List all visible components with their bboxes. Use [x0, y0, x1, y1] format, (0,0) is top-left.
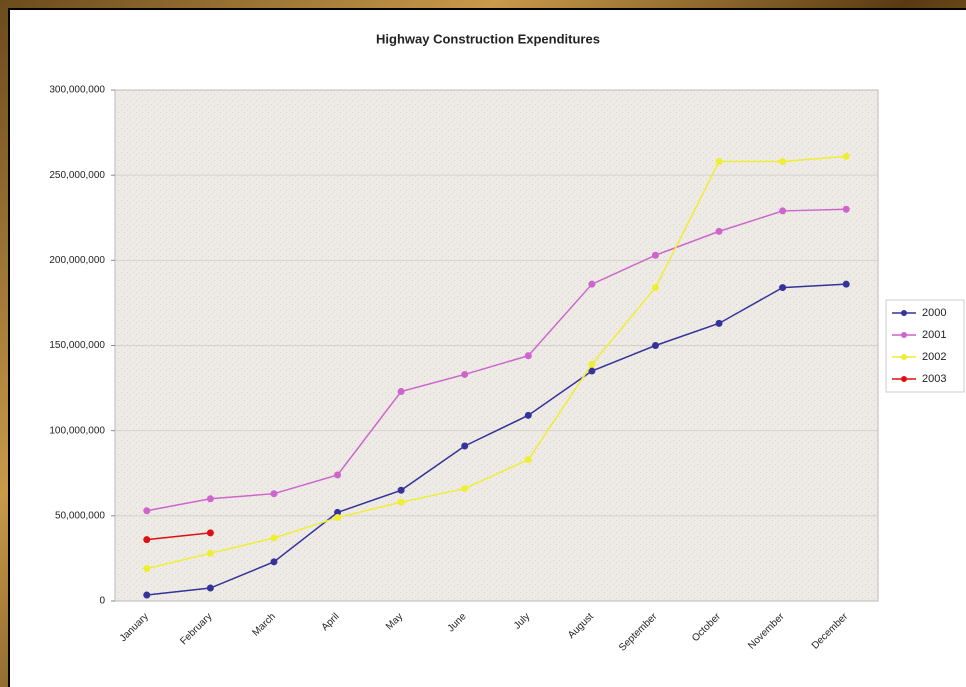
- x-tick-label: January: [118, 611, 151, 644]
- data-point: [270, 490, 278, 498]
- series-line: [146, 283, 847, 596]
- data-point: [842, 152, 850, 160]
- data-point: [779, 284, 787, 292]
- data-point: [842, 280, 850, 288]
- data-point: [651, 284, 659, 292]
- legend-label: 2001: [922, 329, 946, 341]
- legend-marker: [901, 376, 907, 382]
- x-tick-label: September: [617, 611, 660, 654]
- legend-label: 2000: [922, 307, 946, 319]
- data-point: [779, 158, 787, 166]
- data-point: [206, 549, 214, 557]
- y-tick-label: 300,000,000: [49, 85, 105, 96]
- data-point: [588, 360, 596, 368]
- data-point: [651, 251, 659, 259]
- data-point: [524, 352, 532, 360]
- y-tick-label: 200,000,000: [49, 255, 105, 266]
- series-line: [146, 155, 847, 570]
- data-point: [397, 486, 405, 494]
- data-point: [397, 498, 405, 506]
- x-tick-label: November: [746, 611, 787, 652]
- data-point: [143, 507, 151, 515]
- data-point: [143, 536, 151, 544]
- x-tick-label: December: [810, 611, 851, 652]
- legend-marker: [901, 310, 907, 316]
- data-point: [206, 584, 214, 592]
- series-line: [146, 208, 847, 512]
- data-point: [588, 367, 596, 375]
- x-tick-label: February: [178, 611, 214, 647]
- data-point: [270, 534, 278, 542]
- data-point: [715, 319, 723, 327]
- x-tick-label: August: [566, 611, 596, 641]
- data-point: [143, 591, 151, 599]
- x-tick-label: March: [251, 611, 278, 638]
- data-point: [651, 342, 659, 349]
- series-line: [146, 532, 211, 541]
- data-point: [334, 508, 342, 516]
- data-point: [206, 495, 214, 503]
- data-point: [461, 442, 469, 450]
- data-point: [270, 558, 278, 566]
- data-point: [461, 370, 469, 378]
- y-tick-label: 150,000,000: [49, 340, 105, 351]
- legend: [885, 299, 965, 393]
- x-tick-label: October: [690, 611, 723, 644]
- data-point: [524, 456, 532, 464]
- y-tick-label: 250,000,000: [49, 170, 105, 181]
- x-tick-label: April: [320, 611, 342, 633]
- data-point: [461, 485, 469, 493]
- x-tick-label: June: [446, 611, 469, 634]
- x-tick-label: May: [384, 611, 405, 632]
- data-point: [715, 227, 723, 235]
- data-point: [779, 207, 787, 215]
- legend-label: 2003: [922, 373, 946, 385]
- data-point: [334, 471, 342, 479]
- y-tick-label: 0: [99, 596, 105, 607]
- data-point: [334, 514, 342, 522]
- data-point: [715, 158, 723, 166]
- chart-title: Highway Construction Expenditures: [376, 31, 600, 46]
- legend-label: 2002: [922, 351, 946, 363]
- data-point: [842, 205, 850, 213]
- data-point: [206, 529, 214, 537]
- y-tick-label: 50,000,000: [55, 510, 105, 521]
- legend-marker: [901, 332, 907, 338]
- legend-marker: [901, 354, 907, 360]
- data-point: [143, 565, 151, 573]
- x-tick-label: July: [512, 611, 532, 631]
- y-tick-label: 100,000,000: [49, 425, 105, 436]
- data-point: [524, 411, 532, 419]
- data-point: [397, 387, 405, 395]
- data-point: [588, 280, 596, 288]
